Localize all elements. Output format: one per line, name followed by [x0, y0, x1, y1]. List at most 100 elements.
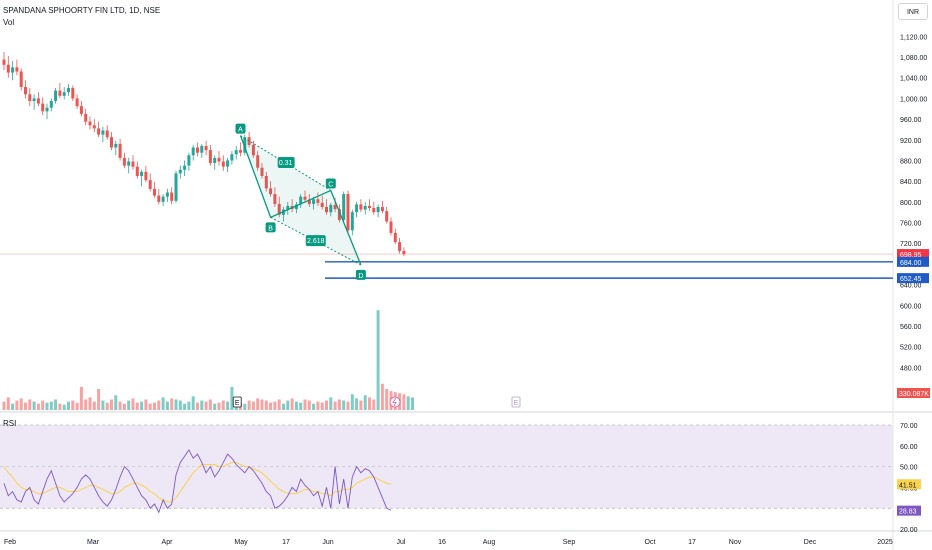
volume-bar: [402, 394, 406, 410]
volume-bar: [299, 402, 303, 410]
volume-bar: [178, 400, 182, 410]
candle-body: [230, 154, 234, 161]
currency-button[interactable]: INR: [898, 3, 928, 20]
volume-bar: [41, 400, 45, 410]
volume-bar: [6, 397, 10, 410]
candle-body: [144, 171, 148, 181]
candle-body: [84, 113, 88, 122]
volume-bar: [32, 401, 36, 410]
candle-body: [299, 196, 303, 205]
price-axis-marker: [897, 249, 929, 260]
volume-bar: [2, 401, 6, 410]
pattern-fill-bcd: [270, 190, 361, 265]
volume-bar: [385, 389, 389, 410]
volume-bar: [153, 402, 156, 410]
x-tick-label: Nov: [729, 539, 742, 546]
volume-bar: [54, 399, 58, 410]
candle-body: [260, 167, 264, 176]
candle-body: [196, 147, 199, 153]
pattern-ratio-badge: [305, 235, 326, 247]
x-tick-label: Aug: [483, 539, 496, 546]
candle-body: [178, 169, 182, 174]
price-tick-label: 800.00: [900, 200, 922, 207]
volume-bar: [131, 398, 135, 410]
candle-body: [183, 165, 187, 170]
x-tick-label: Oct: [645, 539, 656, 546]
candle-body: [312, 199, 316, 204]
volume-bar: [286, 400, 290, 410]
candle-body: [105, 130, 109, 138]
candle-body: [217, 157, 221, 162]
x-tick-label: Dec: [804, 539, 817, 546]
pattern-ratio-label: 0.31: [279, 160, 293, 167]
volume-bar: [144, 399, 148, 410]
volume-bar: [200, 400, 204, 410]
pattern-point-label: B: [268, 225, 273, 232]
volume-bar: [342, 400, 346, 410]
rsi-tick-label: 50.00: [900, 465, 918, 472]
volume-bar: [49, 401, 53, 410]
volume-label[interactable]: Vol: [3, 18, 15, 27]
volume-bar: [204, 401, 208, 410]
x-tick-label: May: [234, 539, 248, 546]
volume-bar: [368, 397, 371, 410]
pattern-ratio-line: [270, 216, 362, 266]
price-tick-label: 760.00: [900, 221, 922, 228]
candle-body: [157, 195, 161, 202]
candle-body: [368, 205, 371, 209]
rsi-value-marker: [897, 505, 921, 516]
volume-bar: [62, 404, 66, 410]
candle-body: [363, 205, 367, 210]
rsi-label[interactable]: RSI: [3, 419, 17, 428]
price-tick-label: 520.00: [900, 345, 922, 352]
price-axis-marker-label: 684.00: [900, 260, 922, 267]
volume-bar: [316, 401, 320, 410]
candle-body: [337, 209, 341, 220]
candle-body: [45, 107, 49, 112]
volume-bar: [92, 401, 96, 410]
candle-body: [333, 204, 337, 210]
volume-bar: [243, 403, 247, 410]
price-tick-label: 960.00: [900, 117, 922, 124]
lightning-icon: [392, 397, 397, 407]
candle-body: [49, 100, 53, 108]
pattern-ratio-badge: [277, 157, 295, 169]
volume-bar: [114, 395, 118, 410]
volume-bar: [277, 399, 281, 410]
x-tick-label: Sep: [563, 539, 576, 546]
volume-bar: [355, 398, 359, 410]
candle-body: [118, 143, 122, 158]
candle-body: [153, 188, 156, 196]
volume-bar: [282, 403, 285, 410]
candle-body: [251, 144, 255, 156]
candle-body: [6, 64, 10, 73]
candle-body: [226, 160, 230, 167]
candle-body: [161, 196, 165, 202]
x-tick-label: 17: [688, 539, 696, 546]
volume-bar: [97, 389, 101, 410]
x-tick-label: Mar: [87, 539, 100, 546]
candle-body: [174, 173, 178, 201]
pattern-point-label: C: [328, 181, 333, 188]
pattern-point-badge: [235, 123, 246, 134]
volume-bar: [15, 400, 19, 410]
candle-body: [140, 171, 144, 176]
volume-bar: [84, 399, 88, 410]
chart-title[interactable]: SPANDANA SPHOORTY FIN LTD, 1D, NSE: [3, 6, 161, 15]
candle-body: [359, 204, 363, 210]
rsi-ma-value-marker: [897, 479, 921, 490]
rsi-value-label: 28.83: [899, 509, 917, 516]
volume-bar: [380, 383, 384, 410]
volume-bar: [312, 403, 316, 410]
earnings-marker-label: E: [235, 400, 240, 407]
volume-bar: [337, 399, 341, 410]
volume-bar: [320, 402, 324, 410]
price-tick-label: 920.00: [900, 138, 922, 145]
candle-body: [239, 150, 242, 153]
candle-body: [372, 208, 376, 213]
volume-bar: [28, 399, 32, 410]
candle-body: [127, 161, 131, 166]
rsi-tick-label: 70.00: [900, 423, 918, 430]
candle-body: [71, 88, 75, 99]
